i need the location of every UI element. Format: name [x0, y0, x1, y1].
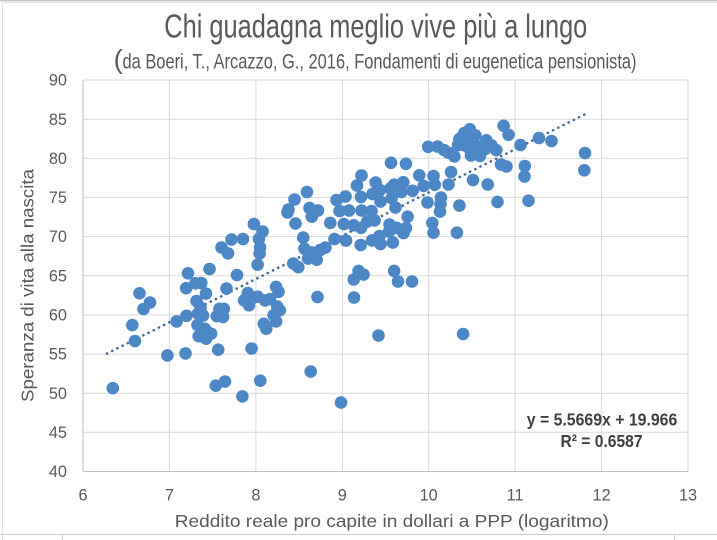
svg-text:y = 5.5669x + 19.966: y = 5.5669x + 19.966 [527, 410, 678, 430]
svg-text:70: 70 [49, 228, 67, 246]
svg-text:75: 75 [49, 189, 67, 207]
svg-text:Chi guadagna meglio vive più a: Chi guadagna meglio vive più a lungo [164, 8, 587, 45]
svg-text:8: 8 [251, 487, 260, 505]
svg-text:9: 9 [338, 487, 347, 505]
svg-text:7: 7 [165, 487, 174, 505]
svg-text:da Boeri, T., Arcazzo, G., 201: da Boeri, T., Arcazzo, G., 2016, Fondame… [123, 49, 637, 73]
svg-text:80: 80 [49, 150, 67, 168]
svg-text:13: 13 [679, 487, 697, 505]
svg-text:6: 6 [78, 487, 87, 505]
svg-text:10: 10 [420, 487, 438, 505]
svg-text:65: 65 [49, 267, 67, 285]
svg-text:11: 11 [507, 487, 524, 505]
svg-text:45: 45 [49, 424, 67, 442]
svg-text:Speranza di vita alla nascita: Speranza di vita alla nascita [18, 169, 38, 402]
svg-text:R² = 0.6587: R² = 0.6587 [561, 431, 643, 451]
svg-text:(: ( [114, 44, 123, 74]
svg-text:60: 60 [49, 307, 67, 325]
svg-text:50: 50 [49, 385, 67, 403]
svg-text:12: 12 [593, 487, 611, 505]
svg-text:Reddito reale pro capite in do: Reddito reale pro capite in dollari a PP… [175, 511, 609, 531]
svg-text:40: 40 [49, 463, 67, 481]
svg-text:90: 90 [49, 72, 67, 90]
svg-text:85: 85 [49, 111, 67, 129]
svg-text:55: 55 [49, 346, 67, 364]
